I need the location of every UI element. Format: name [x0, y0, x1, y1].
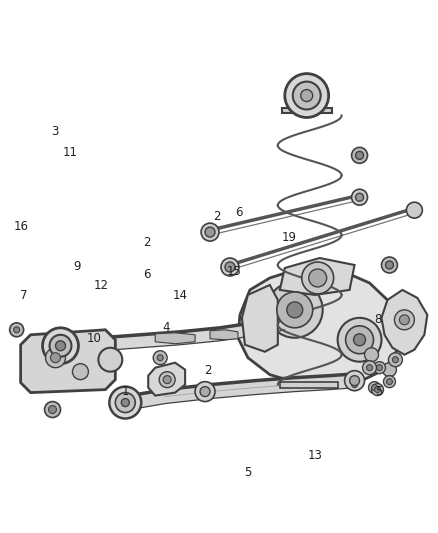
Text: 2: 2 — [205, 364, 212, 377]
Text: 14: 14 — [172, 289, 187, 302]
Text: 9: 9 — [73, 260, 81, 273]
Polygon shape — [155, 333, 195, 344]
Circle shape — [377, 365, 382, 370]
Text: 2: 2 — [143, 236, 151, 249]
Circle shape — [45, 401, 60, 417]
Circle shape — [121, 399, 129, 407]
Circle shape — [349, 378, 360, 391]
Circle shape — [382, 362, 396, 377]
Polygon shape — [381, 290, 427, 355]
Circle shape — [352, 148, 367, 163]
Circle shape — [385, 261, 393, 269]
Text: 8: 8 — [374, 313, 382, 326]
Text: 5: 5 — [244, 466, 251, 479]
Circle shape — [371, 384, 384, 395]
Polygon shape — [282, 108, 332, 114]
Circle shape — [381, 257, 397, 273]
Polygon shape — [280, 258, 355, 295]
Text: 3: 3 — [52, 125, 59, 138]
Circle shape — [225, 262, 235, 272]
Circle shape — [384, 376, 396, 387]
Circle shape — [56, 341, 66, 351]
Circle shape — [287, 302, 303, 318]
Text: 12: 12 — [94, 279, 109, 292]
Text: 11: 11 — [63, 146, 78, 159]
Circle shape — [195, 382, 215, 401]
Text: 16: 16 — [14, 220, 29, 233]
Circle shape — [285, 74, 328, 117]
Circle shape — [14, 327, 20, 333]
Circle shape — [49, 335, 71, 357]
Circle shape — [346, 326, 374, 354]
Circle shape — [353, 334, 366, 346]
Circle shape — [389, 353, 403, 367]
Circle shape — [371, 385, 378, 391]
Polygon shape — [242, 285, 278, 352]
Circle shape — [72, 364, 88, 379]
Circle shape — [163, 376, 171, 384]
Circle shape — [46, 348, 66, 368]
Circle shape — [302, 262, 334, 294]
Circle shape — [267, 282, 323, 338]
Text: 10: 10 — [87, 332, 102, 345]
Text: 1: 1 — [121, 385, 129, 398]
Circle shape — [10, 323, 24, 337]
Circle shape — [345, 370, 364, 391]
Circle shape — [338, 318, 381, 362]
Text: 6: 6 — [143, 268, 151, 281]
Text: 13: 13 — [307, 449, 322, 462]
Circle shape — [49, 406, 57, 414]
Text: 5: 5 — [374, 385, 382, 398]
Circle shape — [157, 355, 163, 361]
Circle shape — [356, 151, 364, 159]
Circle shape — [110, 386, 141, 418]
Circle shape — [205, 227, 215, 237]
Text: 15: 15 — [227, 265, 242, 278]
Circle shape — [277, 292, 313, 328]
Circle shape — [309, 269, 327, 287]
Circle shape — [201, 223, 219, 241]
Circle shape — [399, 315, 410, 325]
Circle shape — [293, 82, 321, 109]
Circle shape — [42, 328, 78, 364]
Circle shape — [159, 372, 175, 387]
Circle shape — [386, 378, 392, 385]
Text: 7: 7 — [20, 289, 27, 302]
Circle shape — [356, 193, 364, 201]
Circle shape — [153, 351, 167, 365]
Polygon shape — [68, 316, 285, 353]
Circle shape — [368, 382, 381, 393]
Circle shape — [374, 362, 385, 374]
Text: 19: 19 — [281, 231, 297, 244]
Circle shape — [115, 393, 135, 413]
Circle shape — [374, 386, 381, 393]
Text: 2: 2 — [213, 209, 221, 222]
Text: 4: 4 — [163, 321, 170, 334]
Circle shape — [364, 348, 378, 362]
Circle shape — [350, 376, 360, 385]
Circle shape — [221, 258, 239, 276]
Circle shape — [367, 365, 372, 370]
Circle shape — [352, 382, 357, 387]
Circle shape — [200, 386, 210, 397]
Circle shape — [50, 353, 60, 362]
Circle shape — [406, 202, 422, 218]
Circle shape — [395, 310, 414, 330]
Polygon shape — [21, 330, 115, 393]
Circle shape — [352, 189, 367, 205]
Text: 6: 6 — [235, 206, 242, 219]
Circle shape — [99, 348, 122, 372]
Polygon shape — [238, 268, 399, 385]
Polygon shape — [148, 362, 185, 395]
Polygon shape — [130, 374, 357, 409]
Circle shape — [392, 357, 399, 362]
Polygon shape — [210, 330, 238, 340]
Circle shape — [301, 90, 313, 101]
Polygon shape — [280, 382, 338, 387]
Circle shape — [363, 361, 377, 375]
